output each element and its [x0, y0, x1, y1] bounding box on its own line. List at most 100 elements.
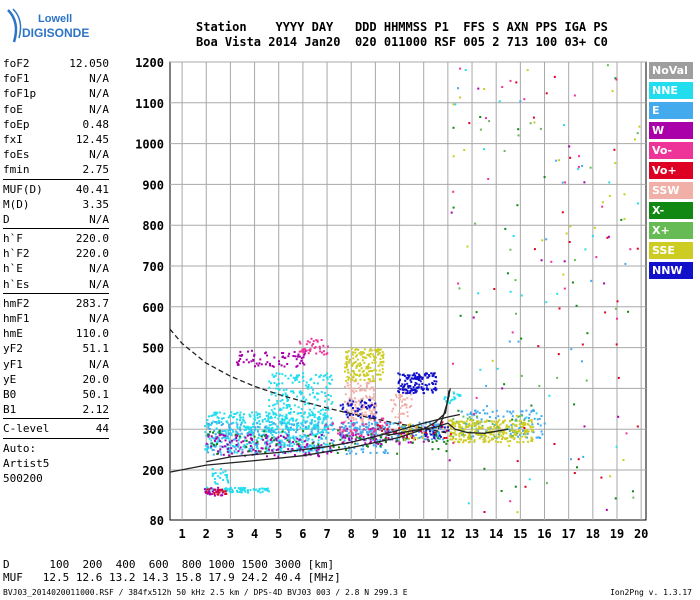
echo-point — [209, 424, 212, 426]
echo-point — [277, 436, 280, 439]
echo-point — [272, 431, 275, 434]
echo-point — [377, 443, 380, 445]
echo-point — [272, 411, 275, 414]
echo-point — [369, 405, 372, 408]
echo-point — [368, 395, 371, 398]
echo-point — [368, 415, 371, 418]
echo-point — [537, 436, 540, 439]
echo-point — [365, 414, 368, 417]
echo-point — [250, 429, 253, 431]
echo-point — [352, 351, 355, 354]
echo-point — [413, 374, 416, 377]
echo-point — [390, 399, 393, 402]
echo-point — [218, 411, 221, 414]
echo-point — [376, 373, 378, 376]
echo-point — [329, 395, 332, 398]
echo-point — [419, 436, 422, 439]
echo-point — [242, 416, 245, 419]
echo-point — [457, 409, 460, 412]
echo-point — [524, 485, 527, 488]
echo-point — [327, 427, 330, 430]
echo-point — [418, 377, 420, 379]
echo-point — [230, 432, 233, 435]
echo-point — [360, 414, 363, 417]
echo-point — [433, 435, 436, 438]
echo-point — [297, 440, 300, 443]
echo-point — [379, 358, 382, 360]
echo-point — [237, 450, 240, 453]
echo-point — [432, 432, 435, 435]
param-value: N/A — [89, 148, 109, 162]
echo-point — [358, 435, 361, 438]
echo-point — [352, 362, 355, 364]
echo-point — [404, 429, 407, 432]
echo-point — [514, 485, 517, 488]
echo-point — [359, 401, 362, 404]
echo-point — [327, 394, 330, 396]
echo-point — [438, 432, 440, 435]
echo-point — [324, 423, 327, 426]
echo-point — [444, 396, 447, 399]
echo-point — [435, 432, 438, 435]
echo-point — [449, 399, 452, 402]
echo-point — [416, 376, 419, 378]
echo-point — [617, 415, 620, 418]
echo-point — [433, 434, 436, 437]
echo-point — [278, 409, 281, 412]
echo-point — [327, 408, 330, 411]
echo-point — [475, 396, 478, 399]
legend-item: NNW — [649, 262, 693, 279]
echo-point — [245, 446, 248, 449]
echo-point — [429, 430, 431, 433]
echo-point — [301, 421, 304, 424]
echo-point — [362, 445, 364, 448]
echo-point — [283, 365, 286, 368]
param-name: B1 — [3, 403, 17, 417]
echo-point — [412, 377, 415, 380]
echo-point — [593, 226, 596, 229]
echo-point — [223, 430, 226, 433]
echo-point — [233, 438, 236, 441]
echo-point — [266, 449, 269, 452]
echo-point — [479, 116, 482, 118]
echo-point — [454, 397, 457, 400]
echo-point — [391, 410, 394, 413]
param-value: N/A — [89, 277, 109, 291]
echo-point — [545, 92, 548, 95]
echo-point — [295, 424, 298, 427]
echo-point — [410, 404, 413, 407]
echo-point — [308, 452, 311, 455]
echo-point — [239, 358, 242, 360]
echo-point — [382, 451, 385, 454]
echo-point — [501, 421, 504, 424]
echo-point — [302, 430, 305, 433]
echo-point — [368, 398, 371, 401]
echo-point — [268, 424, 271, 427]
trace-solid-line — [206, 413, 461, 463]
echo-point — [581, 164, 584, 167]
echo-point — [379, 445, 382, 447]
echo-point — [497, 441, 500, 444]
echo-point — [404, 379, 407, 382]
echo-point — [436, 423, 439, 426]
echo-point — [234, 448, 237, 451]
echo-point — [249, 433, 252, 436]
echo-point — [433, 436, 435, 439]
echo-point — [280, 447, 283, 450]
echo-point — [403, 375, 406, 377]
echo-point — [363, 404, 366, 407]
echo-point — [270, 421, 273, 423]
echo-point — [286, 434, 289, 437]
echo-point — [320, 431, 323, 434]
echo-point — [510, 435, 513, 437]
echo-point — [479, 128, 482, 131]
echo-point — [279, 420, 282, 423]
echo-point — [420, 387, 423, 390]
echo-point — [228, 488, 231, 490]
echo-point — [329, 446, 332, 449]
echo-point — [479, 427, 482, 430]
echo-point — [277, 448, 280, 451]
echo-point — [298, 391, 301, 394]
echo-point — [369, 429, 372, 432]
echo-point — [475, 430, 478, 433]
